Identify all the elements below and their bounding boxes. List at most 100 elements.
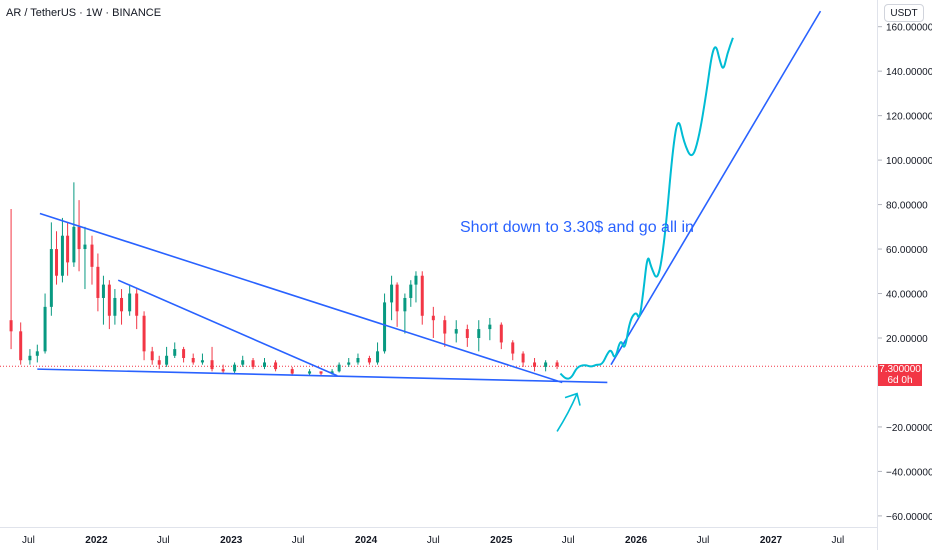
y-tick-label: −20.00000 [886,423,932,434]
candlestick-series [9,182,559,376]
candle-body [96,266,100,298]
time-axis-divider [0,527,877,528]
x-tick-label: 2025 [490,535,513,546]
candle-body [465,329,469,338]
candle-body [488,324,492,330]
x-tick-label: Jul [562,535,575,546]
candle-body [521,353,525,363]
last-price-tag: 7.300000 6d 0h [878,364,922,386]
candle-body [120,297,124,312]
x-tick-label: Jul [22,535,35,546]
candle-body [55,249,59,276]
x-tick-label: Jul [831,535,844,546]
candle-body [142,315,146,352]
candle-body [135,293,139,316]
candle-body [420,275,424,316]
trendline[interactable] [117,279,338,377]
candle-body [499,324,503,343]
candle-body [60,235,64,276]
candle-body [251,360,255,367]
candle-body [101,284,105,298]
x-tick-label: 2023 [220,535,243,546]
currency-button[interactable]: USDT [884,4,924,22]
candle-body [66,235,70,263]
y-tick-label: 60.00000 [886,245,928,256]
candle-body [28,355,32,361]
x-tick-label: Jul [157,535,170,546]
candle-body [77,226,81,250]
candle-body [43,306,47,352]
projection-curve[interactable] [559,37,734,380]
candle-body [157,360,161,365]
candle-body [173,349,177,356]
candle-body [90,244,94,267]
candle-body [49,249,53,307]
y-tick-label: −40.00000 [886,467,932,478]
x-tick-label: 2026 [625,535,648,546]
x-tick-label: Jul [697,535,710,546]
arrow-head [564,392,581,406]
annotation-text[interactable]: Short down to 3.30$ and go all in [460,219,694,236]
trendline[interactable] [39,212,563,384]
candle-body [337,364,341,372]
x-tick-label: Jul [292,535,305,546]
candle-body [367,358,371,363]
candle-body [221,369,225,372]
trendline[interactable] [610,10,822,366]
candle-body [477,329,481,338]
bounce-arrow[interactable] [556,393,578,432]
candle-body [555,362,559,367]
candle-body [347,362,351,365]
trendline[interactable] [37,368,608,384]
x-tick-label: 2024 [355,535,378,546]
candle-body [165,355,169,365]
y-tick-label: −60.00000 [886,512,932,523]
candle-body [113,297,117,316]
trendline-drawings[interactable] [37,10,822,384]
candle-body [308,371,312,374]
candle-body [19,331,23,361]
candle-body [409,284,413,298]
candle-body [383,302,387,352]
candle-body [533,362,537,367]
y-tick-label: 100.00000 [886,156,932,167]
candle-body [330,371,334,374]
candle-body [403,297,407,312]
candle-body [431,315,435,321]
y-tick-label: 20.00000 [886,334,928,345]
y-tick-label: 120.00000 [886,112,932,123]
y-tick-label: 40.00000 [886,290,928,301]
symbol-title[interactable]: AR / TetherUS · 1W · BINANCE [6,7,162,19]
candle-body [83,244,87,250]
candle-body [274,362,278,370]
candle-body [443,320,447,334]
candle-body [544,362,548,367]
candle-body [356,358,360,363]
x-tick-label: Jul [427,535,440,546]
x-tick-label: 2027 [760,535,783,546]
candle-body [414,275,418,285]
candle-body [182,349,186,359]
candle-body [511,342,515,354]
candle-body [241,360,245,365]
candle-body [9,320,13,332]
candle-body [128,293,132,312]
candle-body [395,284,399,312]
candle-body [233,364,237,372]
candle-body [290,369,294,374]
candle-body [263,362,267,367]
candle-body [191,358,195,363]
candle-body [319,371,323,374]
candle-body [454,329,458,334]
candle-body [390,284,394,303]
candle-body [150,351,154,361]
price-axis-divider [877,0,878,550]
candle-body [200,360,204,363]
candle-body [210,360,214,370]
candle-body [107,284,111,316]
x-tick-label: 2022 [85,535,108,546]
last-price-value: 7.300000 [879,364,921,375]
candle-body [376,351,380,363]
